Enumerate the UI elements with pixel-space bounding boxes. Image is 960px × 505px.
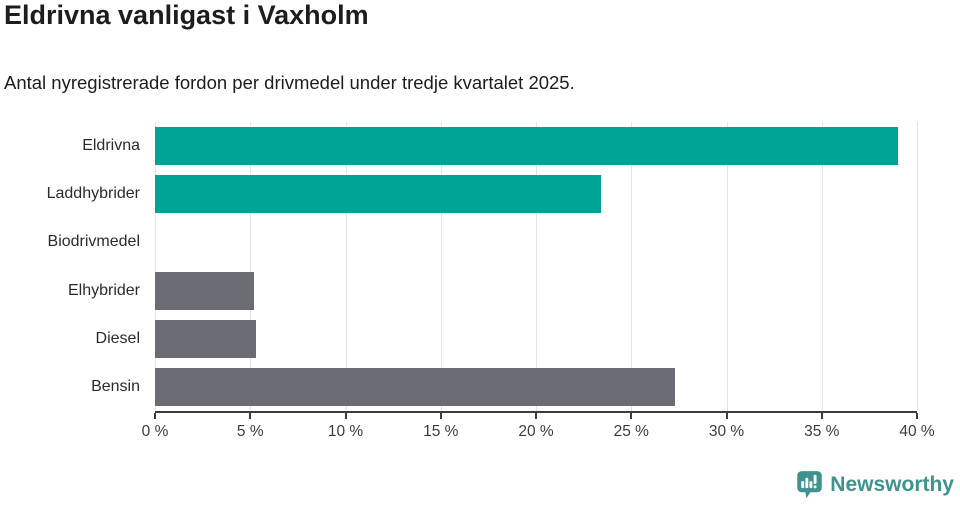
category-label: Biodrivmedel: [47, 233, 140, 251]
gridline: [155, 122, 156, 411]
gridline: [821, 122, 823, 411]
category-label: Diesel: [95, 329, 140, 347]
newsworthy-logo-icon: [797, 471, 823, 499]
x-axis: 0 % 5 % 10 % 15 % 20 % 25 % 30 % 35 % 40 %: [142, 411, 935, 453]
plot-area: [155, 122, 918, 411]
category-label: Bensin: [91, 377, 140, 395]
axis-tick-label: 20 %: [518, 423, 554, 440]
bar-eldrivna: [155, 127, 898, 166]
axis-tick-label: 15 %: [423, 423, 459, 440]
newsworthy-branding: Newsworthy: [796, 470, 954, 499]
bar-row: [155, 122, 917, 170]
bar-rows: [155, 122, 917, 411]
bar-laddhybrider: [155, 175, 601, 214]
axis-tick: [344, 413, 347, 419]
category-label: Elhybrider: [67, 281, 140, 299]
bar-row: [155, 218, 917, 266]
category-label: Laddhybrider: [46, 185, 140, 203]
axis-tick: [154, 413, 156, 419]
bar-diesel: [155, 319, 256, 358]
axis-tick: [916, 413, 918, 419]
axis-tick: [249, 413, 252, 419]
axis-tick-label: 10 %: [327, 423, 364, 440]
gridline: [440, 122, 442, 411]
bar-bensin: [155, 367, 676, 406]
gridline: [726, 122, 728, 411]
gridline: [631, 122, 633, 411]
axis-tick-label: 35 %: [804, 423, 840, 440]
bar-row: [155, 315, 917, 363]
axis-tick: [820, 413, 823, 419]
gridline: [917, 122, 918, 411]
axis-tick: [535, 413, 537, 419]
axis-tick: [439, 413, 442, 419]
chart-title: Eldrivna vanligast i Vaxholm: [4, 0, 369, 30]
axis-tick: [725, 413, 728, 419]
axis-tick-label: 25 %: [613, 423, 649, 440]
gridline: [250, 122, 252, 411]
newsworthy-logo-text: Newsworthy: [830, 472, 954, 496]
chart-subtitle: Antal nyregistrerade fordon per drivmede…: [4, 72, 575, 93]
category-label: Eldrivna: [82, 137, 140, 155]
gridline: [345, 122, 347, 411]
axis-tick: [630, 413, 633, 419]
axis-tick-label: 30 %: [708, 423, 745, 440]
axis-tick-label: 40 %: [899, 423, 935, 440]
bar-row: [155, 267, 917, 315]
axis-tick-label: 0 %: [141, 423, 169, 440]
gridline: [536, 122, 537, 411]
category-labels: Eldrivna Laddhybrider Biodrivmedel Elhybrid…: [0, 122, 140, 411]
bar-elhybrider: [155, 271, 255, 310]
axis-tick-label: 5 %: [236, 423, 264, 440]
bar-row: [155, 170, 917, 218]
bar-row: [155, 363, 917, 411]
